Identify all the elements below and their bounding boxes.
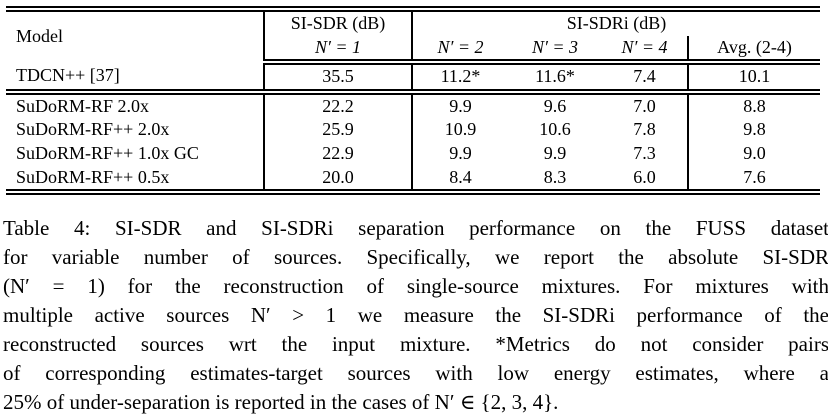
value-n4: 7.3: [633, 142, 656, 163]
column-group-sisdri: SI-SDRi (dB): [566, 13, 667, 33]
value-n2: 11.2*: [412, 62, 508, 95]
value-n3: 9.9: [543, 142, 567, 163]
table-row-sudorm-2x: SuDoRM-RF 2.0x 22.2 9.9 9.6 7.0 8.8: [6, 91, 821, 119]
column-header-model: Model: [6, 9, 265, 63]
model-name: SuDoRM-RF 2.0x: [6, 91, 265, 119]
caption-line: 25% of under-separation is reported in t…: [3, 390, 559, 415]
header-row-groups: Model SI-SDR (dB) SI-SDRi (dB): [6, 9, 820, 63]
caption-line: (N′ = 1) for the reconstruction of singl…: [3, 274, 828, 299]
value-n2: 8.4: [449, 166, 472, 187]
table-row-sudorm-pp-1x-gc: SuDoRM-RF++ 1.0x GC 22.9 9.9 9.9 7.3 9.0: [6, 141, 821, 166]
caption-line: for variable number of sources. Specific…: [3, 245, 828, 270]
value-n3: 9.6: [543, 95, 567, 116]
header-row-subcolumns: N′ = 1 N′ = 2 N′ = 3 N′ = 4 Avg. (2-4): [6, 35, 821, 66]
model-name: TDCN++ [37]: [6, 62, 265, 95]
value-avg: 9.0: [686, 141, 821, 166]
value-n4: 6.0: [633, 166, 656, 187]
column-header-avg: Avg. (2-4): [686, 35, 821, 66]
value-n1: 25.9: [264, 118, 413, 142]
value-n1: 35.5: [264, 62, 413, 95]
value-n4: 7.4: [602, 62, 688, 95]
caption-line: multiple active sources N′ > 1 we measur…: [3, 303, 828, 328]
model-name: SuDoRM-RF++ 2.0x: [6, 118, 265, 142]
caption-line: reconstructed sources wrt the input mixt…: [3, 332, 828, 357]
model-name: SuDoRM-RF++ 0.5x: [6, 165, 265, 193]
model-name: SuDoRM-RF++ 1.0x GC: [6, 141, 265, 166]
caption-line: of corresponding estimates-target source…: [3, 361, 828, 386]
table-row-tdcn: TDCN++ [37] 35.5 11.2* 11.6* 7.4 10.1: [6, 62, 821, 95]
column-header-n1: N′ = 1: [264, 35, 413, 66]
value-n2: 10.9: [444, 119, 477, 140]
value-avg: 10.1: [686, 62, 821, 95]
value-avg: 9.8: [686, 118, 821, 142]
value-n1: 22.2: [264, 91, 413, 119]
value-n4: 7.0: [633, 95, 656, 116]
column-header-n2: N′ = 2: [412, 35, 508, 66]
caption-line: Table 4: SI-SDR and SI-SDRi separation p…: [3, 216, 828, 241]
column-group-sisdr: SI-SDR (dB): [264, 9, 413, 36]
table-row-sudorm-pp-05x: SuDoRM-RF++ 0.5x 20.0 8.4 8.3 6.0 7.6: [6, 165, 821, 193]
column-header-n3: N′ = 3: [508, 35, 602, 66]
results-table: Model SI-SDR (dB) SI-SDRi (dB) N′ = 1 N′…: [6, 6, 821, 196]
value-avg: 7.6: [686, 165, 821, 193]
value-n3: 10.6: [539, 119, 571, 140]
column-header-n4: N′ = 4: [602, 35, 688, 66]
value-n1: 20.0: [264, 165, 413, 193]
value-n1: 22.9: [264, 141, 413, 166]
table-row-sudorm-pp-2x: SuDoRM-RF++ 2.0x 25.9 10.9 10.6 7.8 9.8: [6, 118, 821, 142]
value-n2: 9.9: [449, 142, 472, 163]
value-n3: 11.6*: [508, 62, 602, 95]
value-avg: 8.8: [686, 91, 821, 119]
value-n4: 7.8: [633, 119, 656, 140]
table-caption: Table 4: SI-SDR and SI-SDRi separation p…: [3, 214, 828, 415]
value-n3: 8.3: [543, 166, 567, 187]
value-n2: 9.9: [449, 95, 472, 116]
